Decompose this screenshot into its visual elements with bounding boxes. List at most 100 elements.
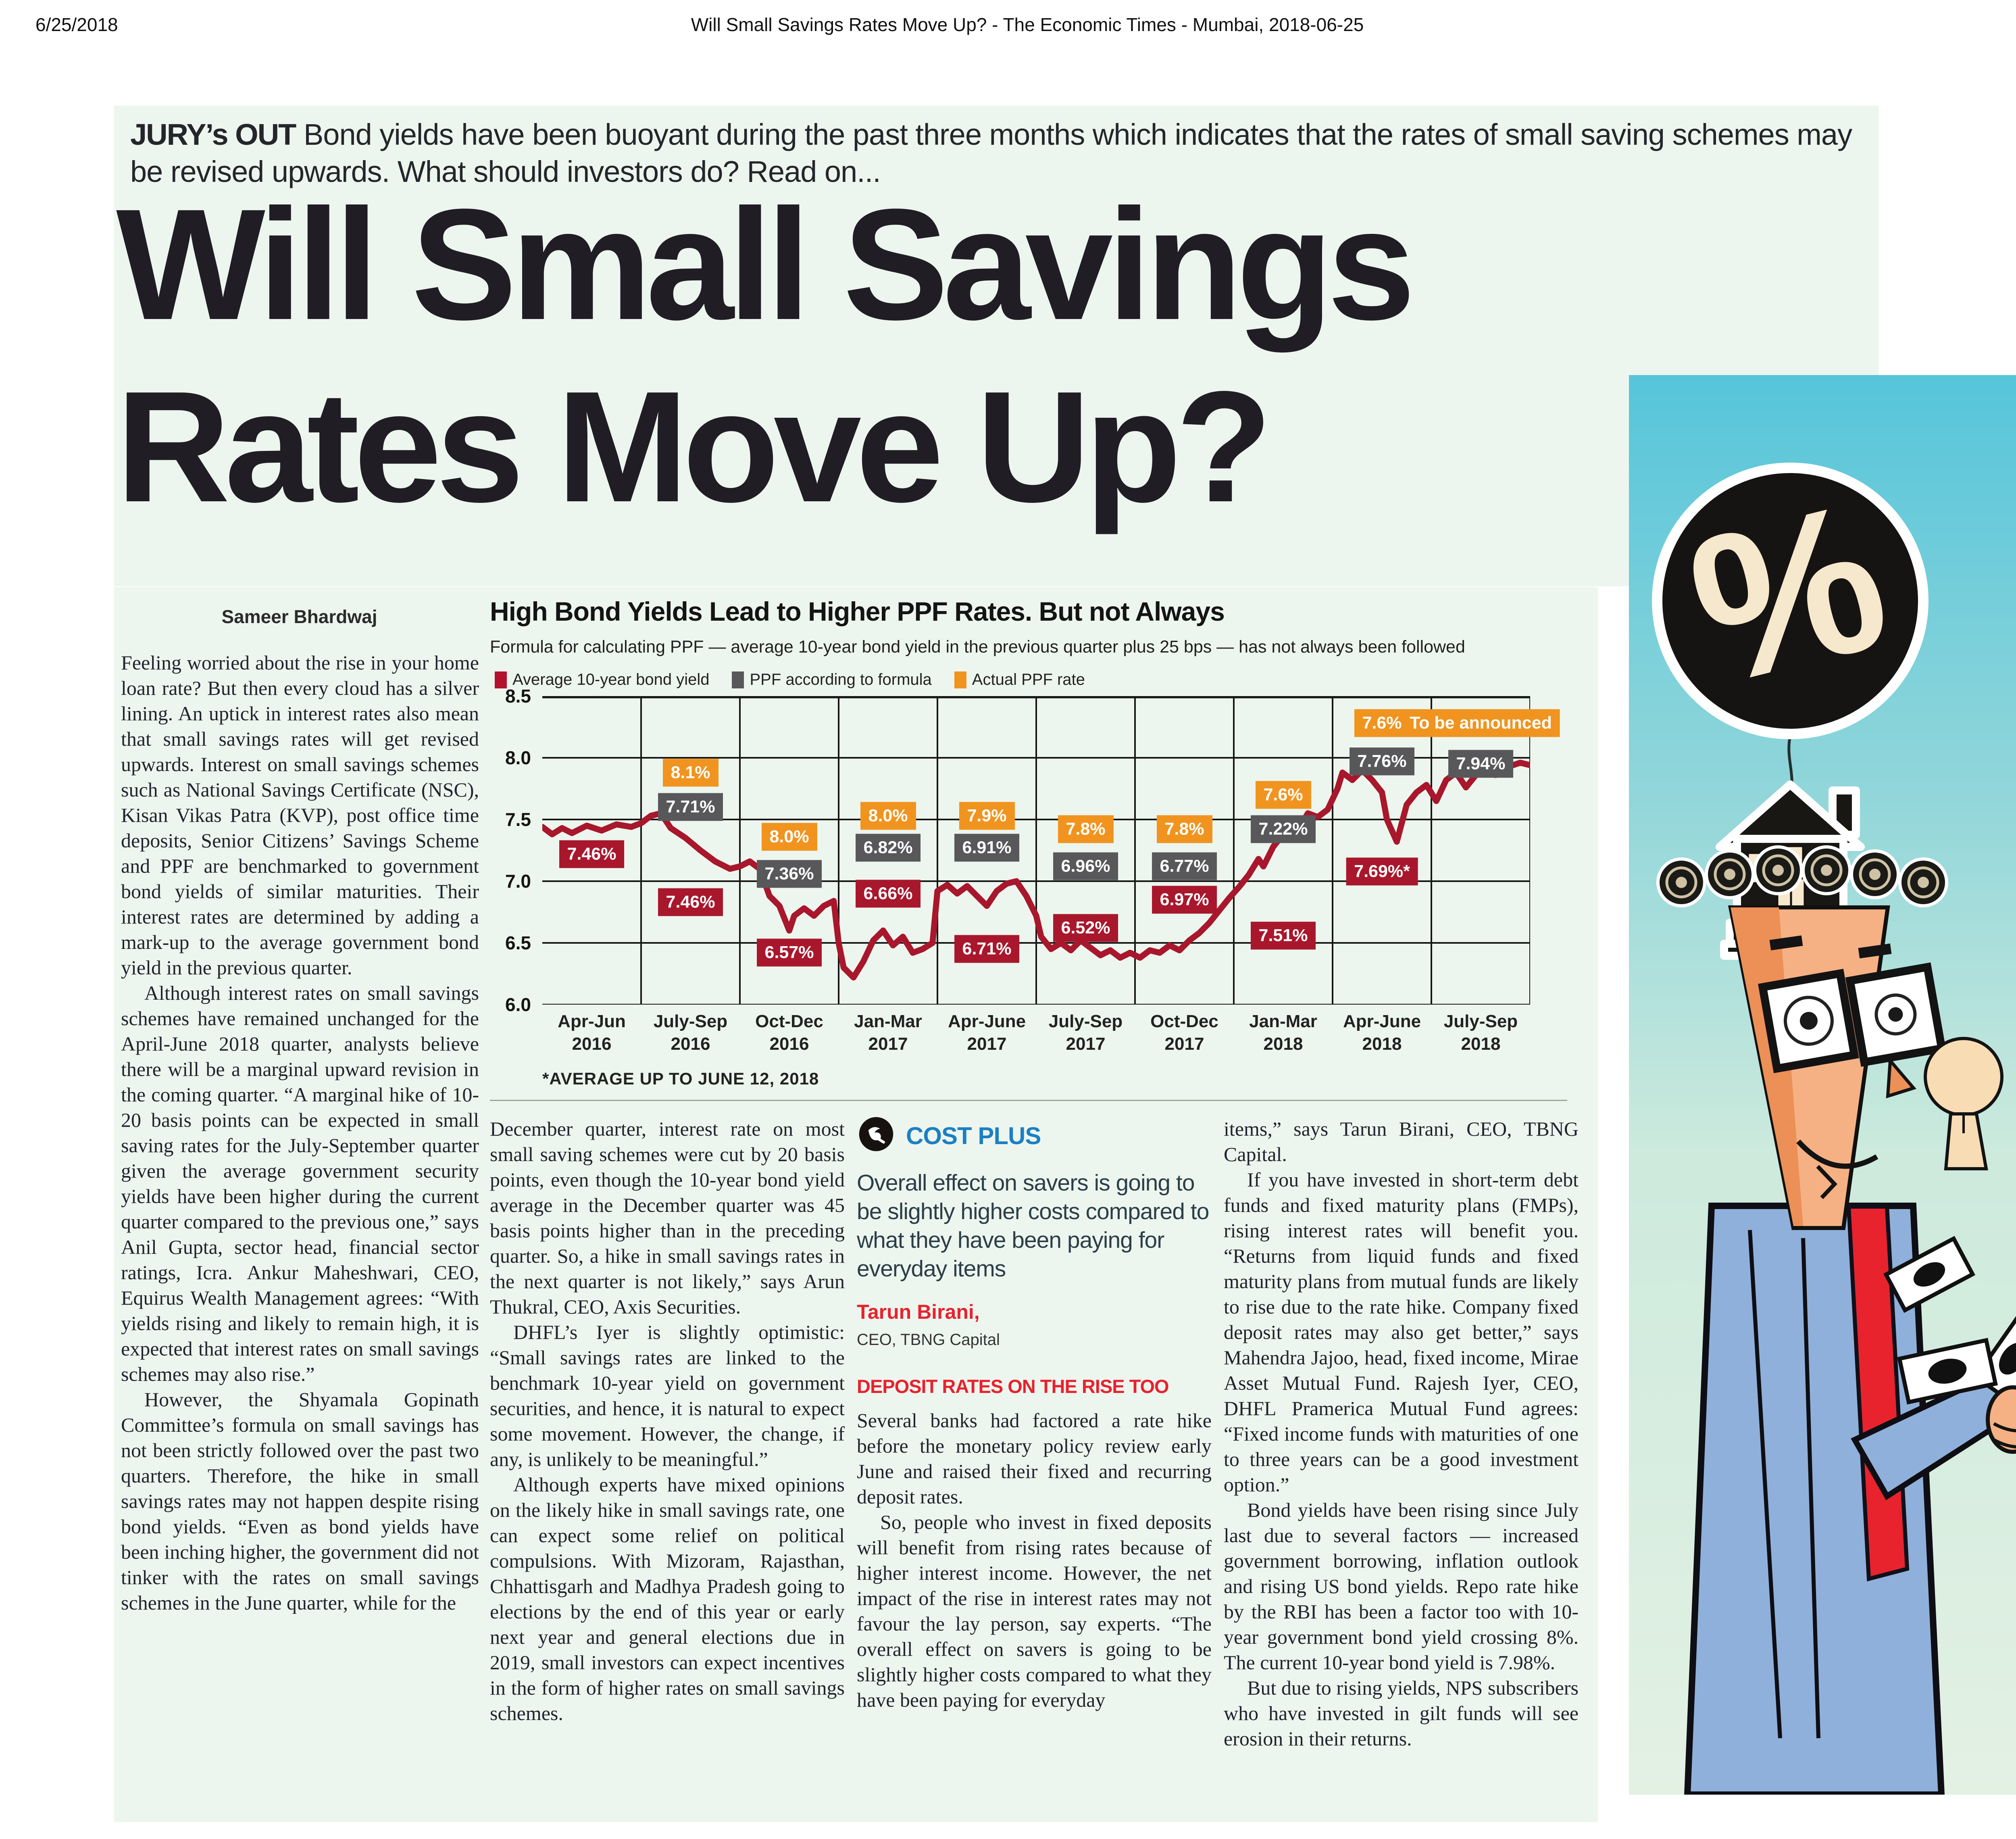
chart-data-label: 6.57% bbox=[756, 938, 822, 967]
paragraph: items,” says Tarun Birani, CEO, TBNG Cap… bbox=[1224, 1118, 1579, 1166]
chart-data-label: 7.71% bbox=[658, 793, 723, 821]
coins-icon bbox=[1656, 845, 1948, 907]
x-tick-label: July-Sep 2017 bbox=[1048, 1011, 1123, 1054]
chart-data-label: 7.6% bbox=[1354, 709, 1410, 737]
money-note-icon bbox=[1897, 1338, 1998, 1405]
chart-data-label: 7.76% bbox=[1349, 747, 1415, 776]
chart-data-label: 6.97% bbox=[1152, 886, 1217, 914]
chart-data-label: 6.52% bbox=[1053, 914, 1118, 942]
chart-data-label: 6.96% bbox=[1053, 852, 1118, 880]
y-tick-label: 7.0 bbox=[505, 871, 531, 892]
chart-plot: 8.5 8.0 7.5 7.0 6.5 6.0 7.46% 7.46% 6.57% 6.66% 6… bbox=[505, 686, 1560, 1015]
paragraph: However, the Shyamala Gopinath Committee… bbox=[121, 1388, 479, 1614]
illustration: % bbox=[1629, 375, 2016, 1795]
pull-quote: Overall effect on savers is going to be … bbox=[857, 1170, 1209, 1282]
eyebrow bbox=[1858, 943, 1892, 959]
chart-data-label: 6.91% bbox=[954, 834, 1020, 862]
x-tick-label: Apr-Jun 2016 bbox=[558, 1011, 626, 1054]
x-tick-label: July-Sep 2018 bbox=[1443, 1011, 1518, 1054]
article-column-4: items,” says Tarun Birani, CEO, TBNG Cap… bbox=[1224, 1116, 1579, 1838]
print-date: 6/25/2018 bbox=[35, 14, 118, 35]
money-note-icon bbox=[1883, 1236, 1976, 1313]
paragraph: If you have invested in short-term debt … bbox=[1224, 1168, 1579, 1496]
chart-bottom-rule bbox=[490, 1100, 1567, 1101]
strap-headline-background bbox=[114, 106, 1879, 586]
eyebrow bbox=[1769, 935, 1803, 951]
legend-item: PPF according to formula bbox=[732, 671, 932, 689]
ppf-rates-chart: High Bond Yields Lead to Higher PPF Rate… bbox=[490, 596, 1570, 1101]
chart-data-label: 7.51% bbox=[1250, 922, 1316, 950]
x-tick-label: Jan-Mar 2017 bbox=[854, 1011, 922, 1054]
paragraph: Although interest rates on small savings… bbox=[121, 982, 479, 1385]
article-background bbox=[114, 587, 1598, 1822]
chart-footnote: *AVERAGE UP TO JUNE 12, 2018 bbox=[542, 1069, 819, 1088]
chart-data-label: 8.0% bbox=[761, 823, 817, 851]
legend-swatch bbox=[495, 671, 507, 688]
chart-title: High Bond Yields Lead to Higher PPF Rate… bbox=[490, 596, 1225, 626]
chart-data-label: To be announced bbox=[1402, 709, 1560, 737]
chart-data-label: 7.36% bbox=[756, 860, 822, 888]
chart-data-label: 7.46% bbox=[559, 840, 625, 868]
investor-cartoon bbox=[1684, 905, 2016, 1795]
chart-data-label: 7.6% bbox=[1255, 781, 1311, 809]
legend-swatch bbox=[732, 671, 744, 688]
y-tick-label: 7.5 bbox=[505, 809, 531, 830]
nose bbox=[1886, 1056, 1916, 1099]
strapline: JURY’s OUT Bond yields have been buoyant… bbox=[114, 106, 1879, 195]
headline-line1: Will Small Savings bbox=[116, 176, 1415, 353]
x-axis: Apr-Jun 2016 July-Sep 2016 Oct-Dec 2016 Jan-Ma… bbox=[542, 1010, 1530, 1055]
chart-data-label: 7.9% bbox=[959, 802, 1015, 830]
x-tick-label: Oct-Dec 2016 bbox=[755, 1011, 823, 1054]
y-axis: 8.5 8.0 7.5 7.0 6.5 6.0 bbox=[491, 686, 535, 1015]
x-tick-label: Jan-Mar 2018 bbox=[1249, 1011, 1317, 1054]
legend-item: Average 10-year bond yield bbox=[495, 671, 709, 689]
x-tick-label: Oct-Dec 2017 bbox=[1150, 1011, 1218, 1054]
strapline-kicker: JURY’s OUT bbox=[130, 118, 296, 151]
paragraph: So, people who invest in fixed deposits … bbox=[857, 1511, 1212, 1711]
x-tick-label: July-Sep 2016 bbox=[653, 1011, 728, 1054]
percent-balloon-icon: % bbox=[1652, 457, 1929, 797]
x-tick-label: Apr-June 2017 bbox=[948, 1011, 1026, 1054]
costplus-header: COST PLUS bbox=[857, 1116, 1212, 1155]
chart-data-label: 7.8% bbox=[1058, 815, 1114, 843]
chart-data-label: 6.82% bbox=[855, 834, 921, 862]
article-column-3: COST PLUS Overall effect on savers is go… bbox=[857, 1116, 1212, 1838]
y-tick-label: 6.5 bbox=[505, 932, 531, 953]
y-tick-label: 6.0 bbox=[505, 994, 531, 1015]
quote-attribution-title: CEO, TBNG Capital bbox=[857, 1331, 1000, 1349]
chart-legend: Average 10-year bond yield PPF according … bbox=[495, 671, 1570, 689]
chart-subtitle: Formula for calculating PPF — average 10… bbox=[490, 637, 1465, 657]
chart-data-label: 8.1% bbox=[662, 759, 719, 787]
article-column-1: Feeling worried about the rise in your h… bbox=[121, 650, 479, 1820]
paragraph: December quarter, interest rate on most … bbox=[490, 1118, 845, 1318]
quote-attribution-name: Tarun Birani, bbox=[857, 1301, 980, 1323]
quote-icon bbox=[859, 1117, 893, 1151]
paragraph: Several banks had factored a rate hike b… bbox=[857, 1409, 1212, 1508]
chart-data-label: 8.0% bbox=[860, 802, 916, 830]
headline: Will Small Savings Rates Move Up? bbox=[116, 173, 1870, 538]
legend-swatch bbox=[954, 671, 966, 688]
legend-label: Actual PPF rate bbox=[972, 671, 1085, 688]
headline-line2: Rates Move Up? bbox=[116, 359, 1272, 535]
paragraph: Bond yields have been rising since July … bbox=[1224, 1499, 1579, 1674]
chart-data-label: 7.46% bbox=[658, 888, 723, 916]
paragraph: Feeling worried about the rise in your h… bbox=[121, 651, 479, 979]
page-title: Will Small Savings Rates Move Up? - The … bbox=[691, 14, 1364, 35]
chart-data-label: 6.66% bbox=[855, 880, 921, 908]
chart-data-label: 6.71% bbox=[954, 935, 1020, 963]
paragraph: DHFL’s Iyer is slightly optimistic: “Sma… bbox=[490, 1321, 845, 1470]
chart-data-label: 7.8% bbox=[1156, 815, 1212, 843]
x-tick-label: Apr-June 2018 bbox=[1343, 1011, 1421, 1054]
legend-label: PPF according to formula bbox=[750, 671, 932, 688]
balloon-figure-icon bbox=[1924, 1037, 2004, 1170]
section-heading: DEPOSIT RATES ON THE RISE TOO bbox=[857, 1376, 1169, 1397]
byline: Sameer Bhardwaj bbox=[221, 606, 377, 627]
hand bbox=[1986, 1385, 2016, 1454]
legend-label: Average 10-year bond yield bbox=[512, 671, 710, 688]
strapline-text: Bond yields have been buoyant during the… bbox=[130, 118, 1852, 188]
y-tick-label: 8.5 bbox=[505, 686, 531, 707]
article-column-2: December quarter, interest rate on most … bbox=[490, 1116, 845, 1838]
costplus-heading: COST PLUS bbox=[906, 1122, 1041, 1149]
chart-data-label: 6.77% bbox=[1152, 852, 1217, 880]
legend-item: Actual PPF rate bbox=[954, 671, 1085, 689]
